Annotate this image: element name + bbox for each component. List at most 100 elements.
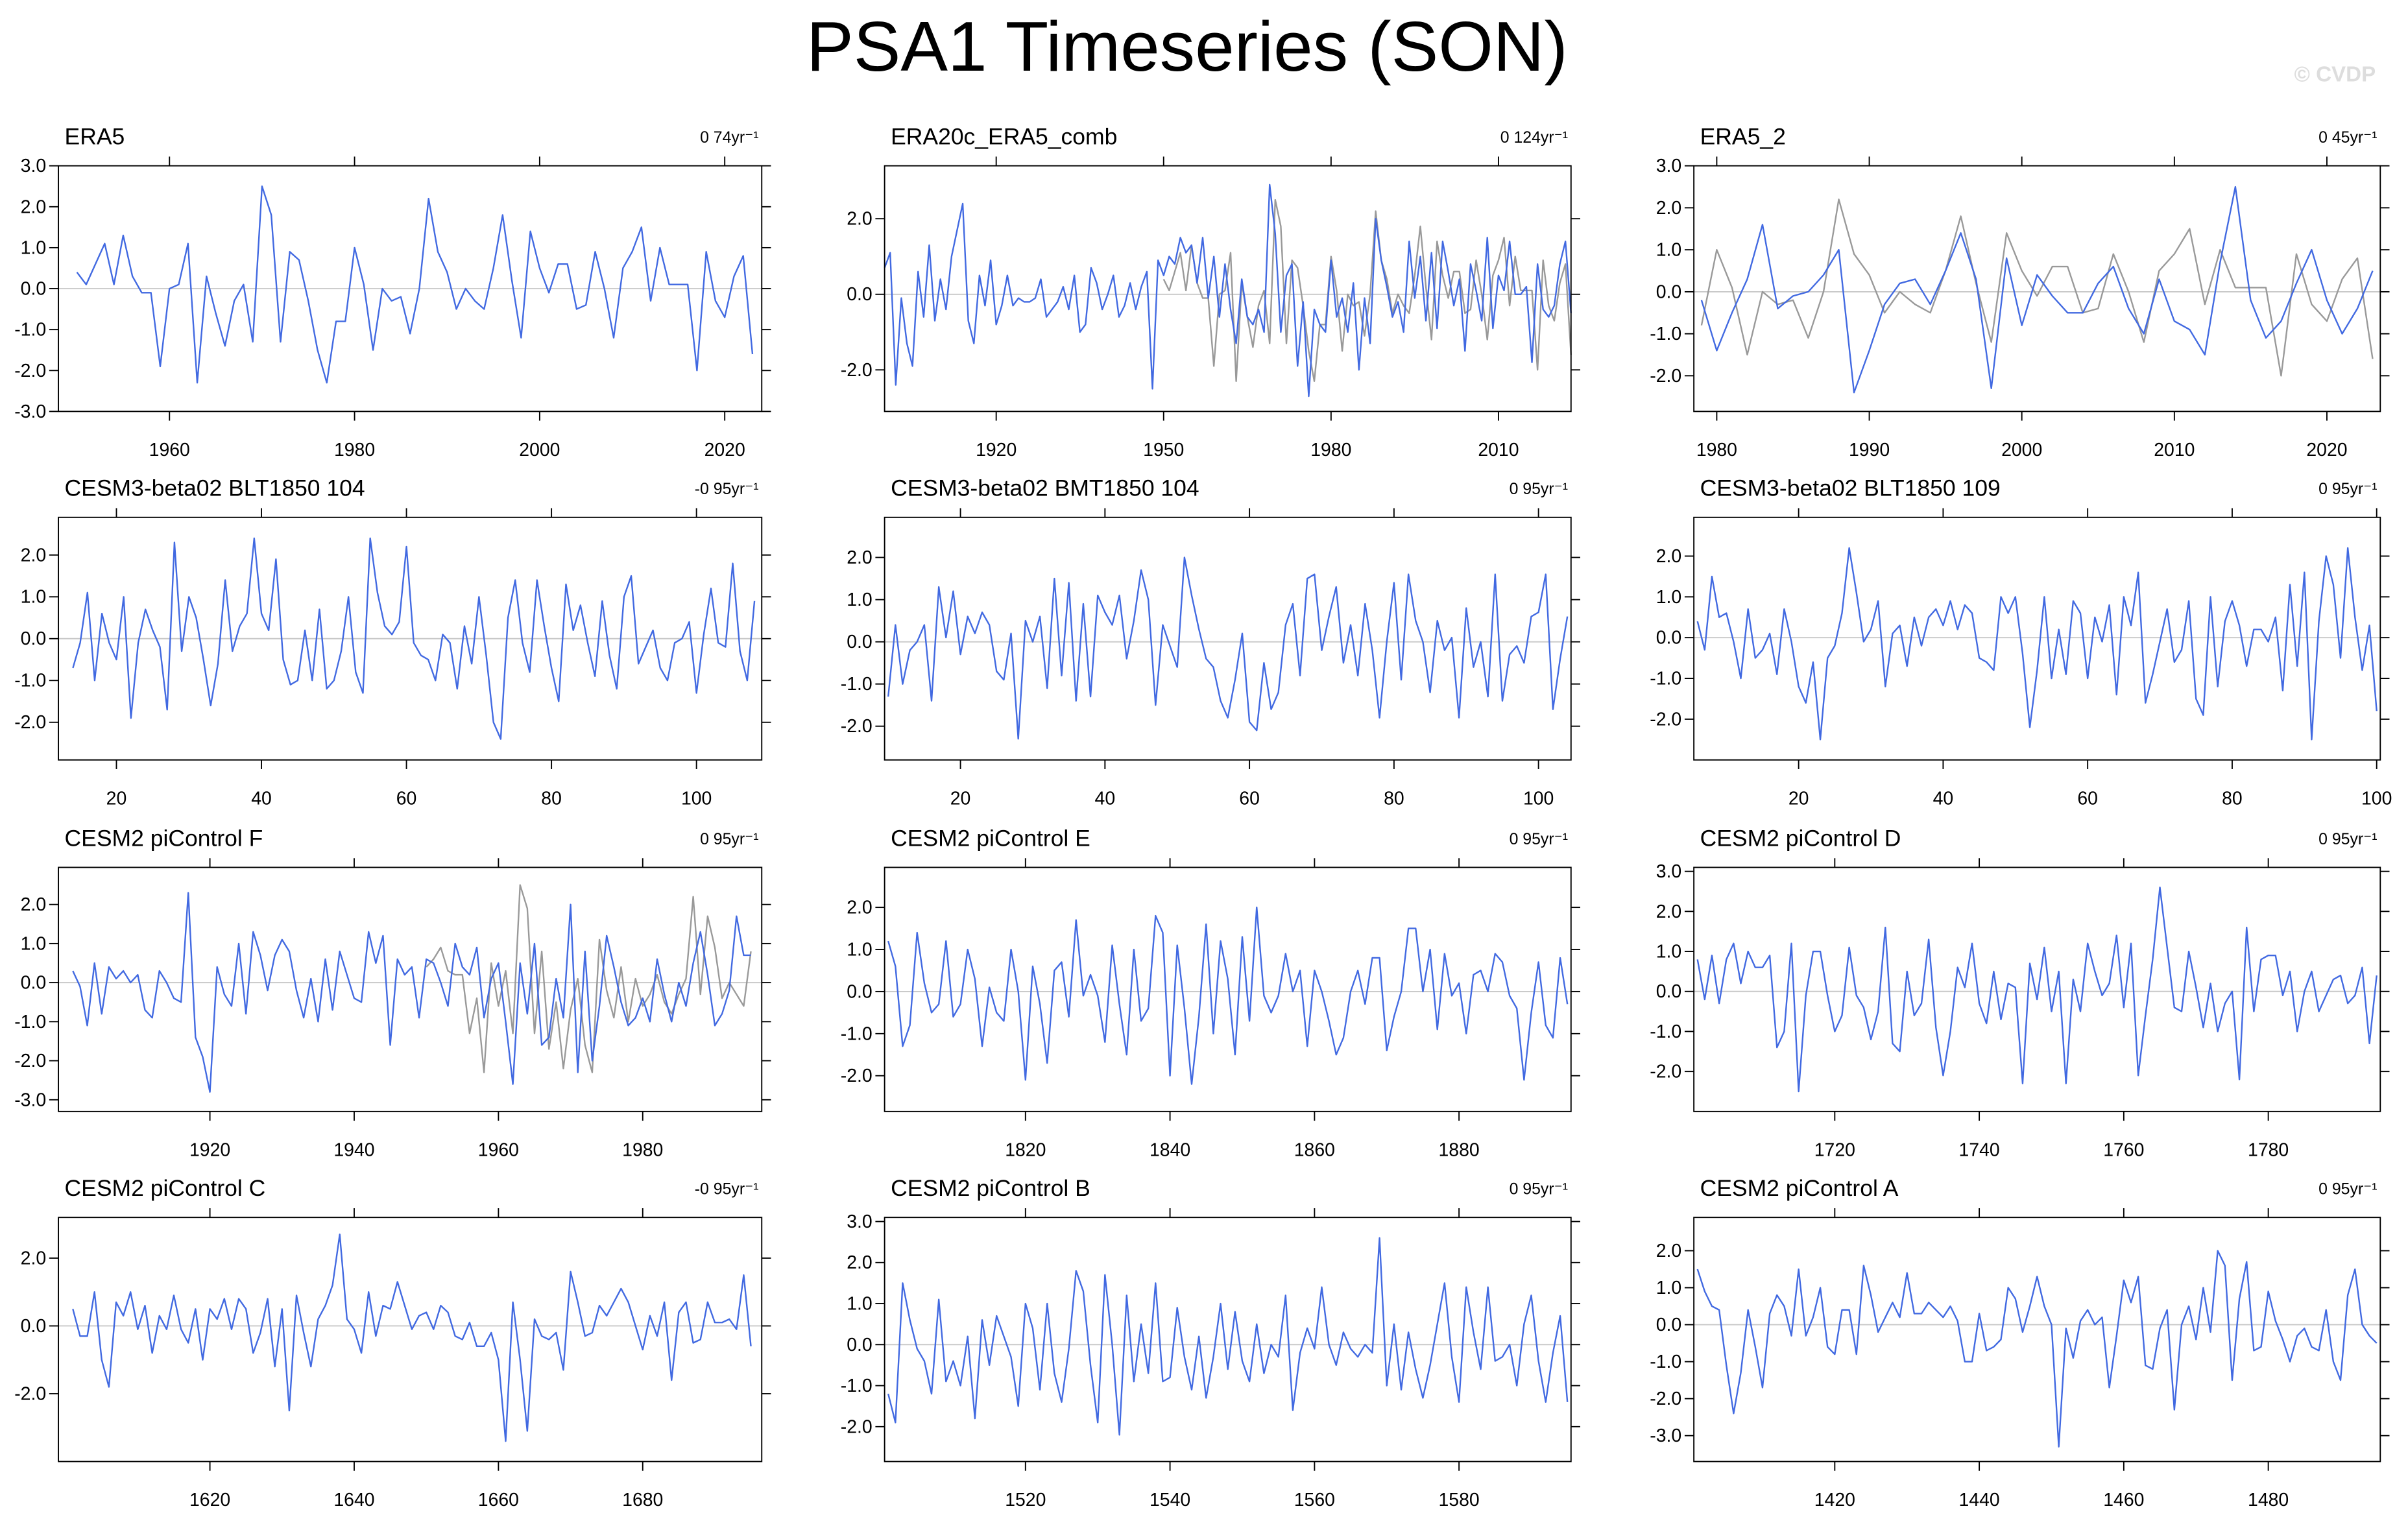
panel-subtitle: 0 95yr⁻¹ bbox=[2318, 481, 2377, 498]
x-tick-label: 1480 bbox=[2248, 1490, 2289, 1510]
y-tick-label: -2.0 bbox=[1650, 1062, 1681, 1082]
y-tick-label: -1.0 bbox=[14, 1012, 46, 1032]
plot-frame bbox=[58, 866, 763, 1112]
panel-subtitle: 0 124yr⁻¹ bbox=[1500, 129, 1568, 147]
x-tick-label: 60 bbox=[1239, 788, 1260, 809]
x-tick-label: 1620 bbox=[189, 1490, 230, 1510]
x-tick-label: 1940 bbox=[333, 1140, 374, 1161]
y-tick-label: -2.0 bbox=[841, 716, 873, 737]
x-tick-label: 2010 bbox=[2154, 440, 2195, 460]
y-tick-label: 0.0 bbox=[847, 284, 872, 305]
y-tick-label: 1.0 bbox=[1656, 587, 1681, 608]
y-tick-label: -1.0 bbox=[841, 1376, 873, 1396]
y-tick-label: -2.0 bbox=[14, 1051, 46, 1071]
series-line bbox=[72, 1234, 752, 1442]
x-tick-label: 1960 bbox=[149, 440, 190, 460]
y-tick-label: -2.0 bbox=[1650, 366, 1681, 387]
x-tick-label: 60 bbox=[396, 788, 417, 809]
x-tick-label: 100 bbox=[1523, 788, 1554, 809]
x-tick-label: 1640 bbox=[333, 1490, 374, 1510]
y-tick-label: 0.0 bbox=[21, 973, 46, 994]
x-tick-label: 1980 bbox=[1310, 440, 1351, 460]
y-tick-label: 3.0 bbox=[21, 156, 46, 176]
y-tick-label: 2.0 bbox=[847, 209, 872, 230]
x-tick-label: 1740 bbox=[1959, 1140, 2000, 1161]
y-tick-label: -1.0 bbox=[1650, 669, 1681, 689]
plot-frame bbox=[1693, 866, 2381, 1112]
plot-frame bbox=[884, 1217, 1572, 1462]
y-tick-label: 2.0 bbox=[1656, 901, 1681, 922]
x-tick-label: 2000 bbox=[519, 440, 560, 460]
x-tick-label: 40 bbox=[251, 788, 272, 809]
x-tick-label: 1520 bbox=[1005, 1490, 1046, 1510]
plot-frame bbox=[884, 866, 1572, 1112]
plot-frame bbox=[1693, 165, 2381, 412]
x-tick-label: 60 bbox=[2077, 788, 2098, 809]
y-tick-label: 2.0 bbox=[21, 545, 46, 566]
x-tick-label: 100 bbox=[2361, 788, 2392, 809]
series-line bbox=[1696, 1250, 2378, 1448]
series-line bbox=[1696, 887, 2378, 1093]
y-tick-label: 1.0 bbox=[21, 587, 46, 608]
series-line bbox=[76, 185, 754, 384]
panel: CESM2 piControl A 0 95yr⁻¹ -3.0 -2.0 -1.0 0.0… bbox=[1650, 1175, 2390, 1510]
y-tick-label: 0.0 bbox=[847, 981, 872, 1002]
x-tick-label: 80 bbox=[541, 788, 562, 809]
credit: © CVDP bbox=[2294, 62, 2376, 86]
x-tick-label: 20 bbox=[1788, 788, 1809, 809]
x-tick-label: 1820 bbox=[1005, 1140, 1046, 1161]
x-tick-label: 1760 bbox=[2103, 1140, 2144, 1161]
x-tick-label: 100 bbox=[681, 788, 712, 809]
panel-subtitle: 0 95yr⁻¹ bbox=[1510, 481, 1568, 498]
y-tick-label: 0.0 bbox=[21, 279, 46, 300]
panel: CESM2 piControl E 0 95yr⁻¹ -2.0 -1.0 0.0 1.0 2… bbox=[841, 825, 1580, 1161]
panel: CESM3-beta02 BLT1850 104 -0 95yr⁻¹ -2.0 -1.… bbox=[14, 475, 771, 809]
panel: CESM3-beta02 BLT1850 109 0 95yr⁻¹ -2.0 -1.0… bbox=[1650, 475, 2392, 809]
y-tick-label: 1.0 bbox=[1656, 240, 1681, 261]
panel: CESM2 piControl B 0 95yr⁻¹ -2.0 -1.0 0.0 1.0 2… bbox=[841, 1175, 1580, 1510]
panel-subtitle: 0 45yr⁻¹ bbox=[2318, 129, 2377, 147]
panel: ERA5 0 74yr⁻¹ -3.0 -2.0 -1.0 0.0 1.0 2.0 3.0 1960… bbox=[14, 124, 771, 460]
x-tick-label: 1680 bbox=[622, 1490, 663, 1510]
y-tick-label: 0.0 bbox=[1656, 281, 1681, 302]
x-tick-label: 40 bbox=[1095, 788, 1116, 809]
y-tick-label: 2.0 bbox=[1656, 546, 1681, 567]
y-tick-label: 0.0 bbox=[21, 1316, 46, 1337]
y-tick-label: 2.0 bbox=[21, 197, 46, 217]
panel: ERA20c_ERA5_comb 0 124yr⁻¹ -2.0 0.0 2.0 1920 1… bbox=[841, 124, 1580, 460]
panel-subtitle: 0 95yr⁻¹ bbox=[700, 831, 758, 848]
plot-frame bbox=[884, 516, 1572, 761]
y-tick-label: -2.0 bbox=[14, 1383, 46, 1404]
y-tick-label: -2.0 bbox=[14, 712, 46, 733]
x-tick-label: 1560 bbox=[1294, 1490, 1335, 1510]
panel: ERA5_2 0 45yr⁻¹ -2.0 -1.0 0.0 1.0 2.0 3.0 1980 19… bbox=[1650, 124, 2390, 460]
y-tick-label: 2.0 bbox=[21, 1248, 46, 1269]
y-tick-label: 0.0 bbox=[1656, 1315, 1681, 1335]
y-tick-label: 2.0 bbox=[847, 547, 872, 568]
plot-frame bbox=[1693, 516, 2381, 761]
y-tick-label: -2.0 bbox=[841, 1416, 873, 1437]
plot-frame bbox=[58, 1217, 763, 1462]
plot-frame bbox=[884, 165, 1572, 412]
panel-title: CESM2 piControl B bbox=[891, 1175, 1090, 1201]
x-tick-label: 1840 bbox=[1150, 1140, 1190, 1161]
x-tick-label: 1880 bbox=[1439, 1140, 1480, 1161]
x-tick-label: 1420 bbox=[1814, 1490, 1855, 1510]
y-tick-label: -1.0 bbox=[1650, 324, 1681, 344]
x-tick-label: 1660 bbox=[478, 1490, 519, 1510]
panel-subtitle: 0 95yr⁻¹ bbox=[1510, 831, 1568, 848]
y-tick-label: -2.0 bbox=[1650, 1389, 1681, 1409]
y-tick-label: -2.0 bbox=[841, 360, 873, 381]
y-tick-label: -1.0 bbox=[14, 320, 46, 340]
y-tick-label: 1.0 bbox=[847, 1294, 872, 1315]
panel-subtitle: -0 95yr⁻¹ bbox=[695, 481, 759, 498]
series-line bbox=[1700, 198, 2374, 377]
y-tick-label: 1.0 bbox=[21, 237, 46, 258]
x-tick-label: 1950 bbox=[1143, 440, 1184, 460]
y-tick-label: 1.0 bbox=[1656, 1278, 1681, 1298]
y-tick-label: 2.0 bbox=[847, 1252, 872, 1273]
series-line bbox=[72, 892, 751, 1093]
x-tick-label: 1960 bbox=[478, 1140, 519, 1161]
